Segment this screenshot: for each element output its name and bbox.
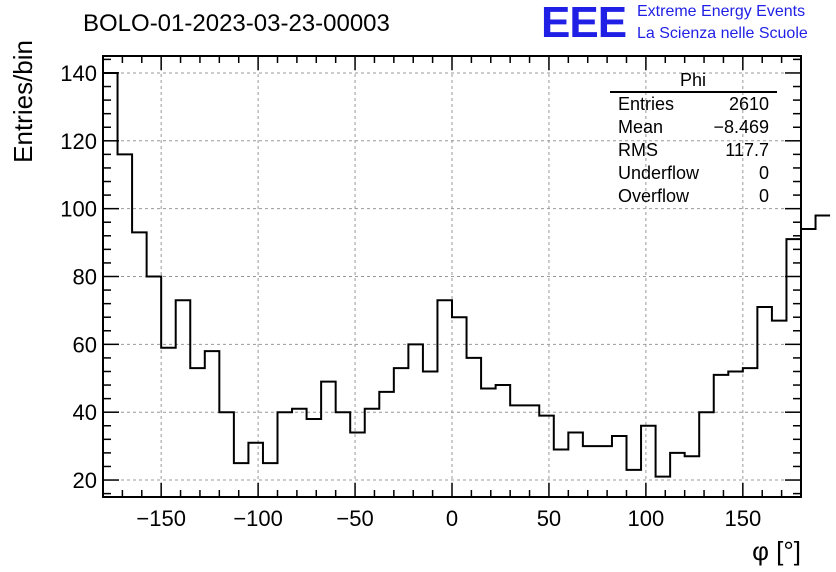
eee-logo: EEE: [541, 0, 627, 47]
stats-label: RMS: [618, 140, 658, 160]
y-tick-label: 80: [73, 265, 97, 290]
x-tick-label: 0: [446, 506, 458, 531]
stats-rows: Entries 2610 Mean −8.469 RMS 117.7 Underflow 0 O…: [618, 94, 769, 206]
histogram-series: [103, 71, 831, 478]
logo-line-1: Extreme Energy Events: [637, 3, 806, 20]
stats-value: 0: [759, 186, 769, 206]
x-tick-label: −150: [136, 506, 186, 531]
stats-label: Entries: [618, 94, 674, 114]
x-tick-label: 50: [537, 506, 561, 531]
logo-line-2: La Scienza nelle Scuole: [637, 25, 808, 42]
y-axis-title: Entries/bin: [8, 40, 38, 163]
stats-box: Phi Entries 2610 Mean −8.469 RMS 117.7 Underfl…: [610, 70, 777, 206]
y-tick-label: 140: [60, 61, 97, 86]
axis-tick-labels: −150 −100 −50 0 50 100 150 20 40 60 80 100 120 140: [60, 61, 761, 531]
stats-value: 117.7: [725, 140, 769, 160]
stats-label: Mean: [618, 117, 663, 137]
y-tick-label: 40: [73, 400, 97, 425]
stats-label: Overflow: [618, 186, 690, 206]
stats-value: −8.469: [713, 117, 769, 137]
stats-value: 2610: [729, 94, 769, 114]
axis-ticks: [102, 56, 802, 497]
y-tick-label: 60: [73, 332, 97, 357]
histogram-title: BOLO-01-2023-03-23-00003: [83, 10, 390, 37]
x-tick-label: −100: [233, 506, 283, 531]
y-tick-label: 120: [60, 129, 97, 154]
stats-title: Phi: [680, 70, 706, 90]
x-axis-title: φ [°]: [752, 536, 801, 566]
stats-value: 0: [759, 163, 769, 183]
y-tick-label: 20: [73, 468, 97, 493]
x-tick-label: 150: [724, 506, 761, 531]
x-tick-label: 100: [628, 506, 665, 531]
y-tick-label: 100: [60, 197, 97, 222]
plot-frame: [102, 55, 802, 498]
grid: [103, 56, 801, 497]
stats-label: Underflow: [618, 163, 700, 183]
x-tick-label: −50: [336, 506, 373, 531]
